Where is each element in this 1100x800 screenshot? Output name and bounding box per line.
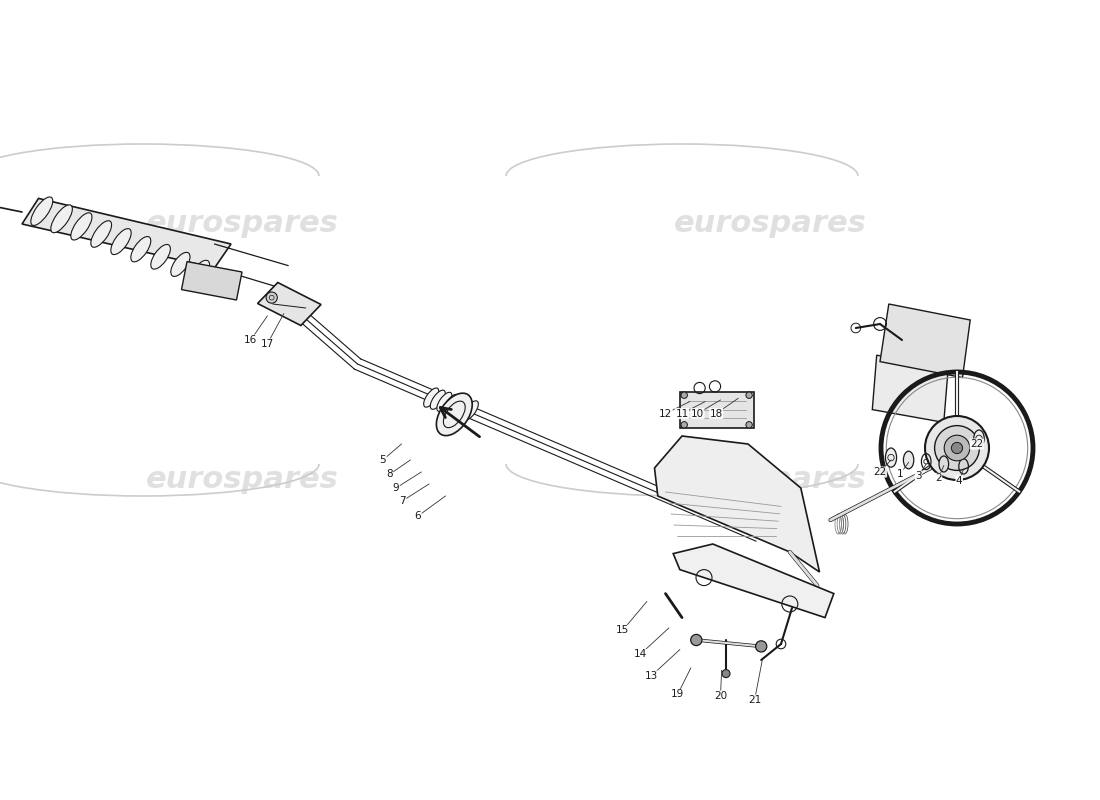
Polygon shape [257, 282, 321, 326]
Polygon shape [22, 198, 231, 268]
Polygon shape [872, 355, 948, 422]
Ellipse shape [31, 197, 53, 226]
Ellipse shape [886, 448, 896, 467]
Ellipse shape [974, 430, 984, 446]
Polygon shape [673, 544, 834, 618]
Polygon shape [654, 436, 820, 572]
Text: eurospares: eurospares [145, 466, 339, 494]
Text: 5: 5 [379, 455, 386, 465]
Ellipse shape [430, 390, 446, 410]
Circle shape [681, 392, 688, 398]
Text: eurospares: eurospares [673, 210, 867, 238]
Text: 13: 13 [645, 671, 658, 681]
Text: 7: 7 [399, 496, 406, 506]
Circle shape [681, 422, 688, 428]
Ellipse shape [450, 397, 465, 416]
Ellipse shape [91, 221, 111, 247]
FancyArrowPatch shape [440, 407, 480, 437]
Text: 12: 12 [659, 409, 672, 418]
Text: 21: 21 [748, 695, 761, 705]
Text: 14: 14 [634, 650, 647, 659]
Circle shape [746, 422, 752, 428]
Circle shape [935, 426, 979, 470]
Ellipse shape [437, 392, 452, 411]
Circle shape [952, 442, 962, 454]
Text: 19: 19 [671, 690, 684, 699]
Ellipse shape [424, 388, 439, 407]
Text: 1: 1 [896, 470, 903, 479]
Text: 22: 22 [873, 467, 887, 477]
Ellipse shape [51, 205, 73, 233]
Circle shape [756, 641, 767, 652]
Text: 6: 6 [415, 511, 421, 521]
Polygon shape [680, 392, 754, 428]
Text: 20: 20 [714, 691, 727, 701]
Ellipse shape [131, 237, 151, 262]
Ellipse shape [443, 394, 459, 414]
Text: 4: 4 [956, 476, 962, 486]
Ellipse shape [151, 245, 170, 269]
Ellipse shape [903, 451, 914, 469]
Ellipse shape [190, 260, 210, 284]
Text: 9: 9 [393, 483, 399, 493]
Circle shape [722, 670, 730, 678]
Text: 2: 2 [935, 474, 942, 483]
Circle shape [266, 292, 277, 303]
Polygon shape [182, 262, 242, 300]
Ellipse shape [170, 252, 190, 277]
Text: 15: 15 [616, 626, 629, 635]
Text: 8: 8 [386, 470, 393, 479]
Text: 3: 3 [915, 471, 922, 481]
Ellipse shape [939, 456, 948, 472]
Text: eurospares: eurospares [145, 210, 339, 238]
Text: 22: 22 [970, 439, 983, 449]
Text: 17: 17 [261, 339, 274, 349]
Text: 10: 10 [691, 409, 704, 418]
Text: 11: 11 [675, 409, 689, 418]
Circle shape [925, 416, 989, 480]
Polygon shape [880, 304, 970, 378]
Text: 16: 16 [244, 335, 257, 345]
Ellipse shape [456, 398, 472, 418]
Circle shape [944, 435, 970, 461]
Text: eurospares: eurospares [673, 466, 867, 494]
Text: 18: 18 [710, 409, 723, 418]
Ellipse shape [463, 401, 478, 420]
Circle shape [746, 392, 752, 398]
Ellipse shape [437, 393, 472, 436]
Ellipse shape [111, 229, 131, 254]
Ellipse shape [70, 213, 92, 240]
Circle shape [691, 634, 702, 646]
